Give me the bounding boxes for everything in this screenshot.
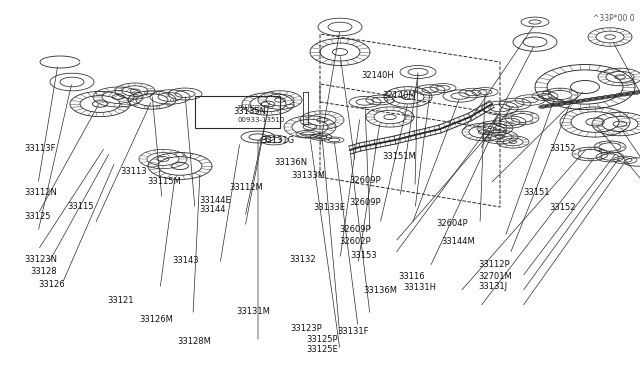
Text: 33113F: 33113F bbox=[24, 144, 56, 153]
Text: PLUGプラグ: PLUGプラグ bbox=[237, 105, 268, 111]
Text: 33112N: 33112N bbox=[24, 188, 57, 197]
Text: ^33P*00 0: ^33P*00 0 bbox=[593, 14, 635, 23]
Text: 33131H: 33131H bbox=[403, 283, 436, 292]
Text: 33153: 33153 bbox=[351, 251, 378, 260]
Text: 33132: 33132 bbox=[289, 255, 316, 264]
Text: 32140H: 32140H bbox=[362, 71, 394, 80]
Text: 32609P: 32609P bbox=[349, 176, 380, 185]
Text: 33125: 33125 bbox=[24, 212, 51, 221]
Text: 32701M: 32701M bbox=[479, 272, 513, 280]
Text: 33116: 33116 bbox=[398, 272, 425, 280]
Text: 33126: 33126 bbox=[38, 280, 65, 289]
Text: 33136N: 33136N bbox=[274, 158, 307, 167]
Text: 32609P: 32609P bbox=[349, 198, 380, 207]
Text: 33133E: 33133E bbox=[314, 203, 346, 212]
Text: 33135N: 33135N bbox=[234, 107, 267, 116]
Text: 33128: 33128 bbox=[31, 267, 58, 276]
Text: 33125P: 33125P bbox=[306, 335, 337, 344]
Text: 33143: 33143 bbox=[172, 256, 199, 265]
Text: 33112P: 33112P bbox=[479, 260, 510, 269]
Text: 33133M: 33133M bbox=[291, 171, 325, 180]
Text: 33126M: 33126M bbox=[140, 315, 173, 324]
Text: 33144M: 33144M bbox=[442, 237, 476, 246]
Text: 32140M: 32140M bbox=[383, 92, 417, 100]
Text: 33144E: 33144E bbox=[200, 196, 232, 205]
Bar bbox=[195, 96, 280, 128]
Text: 32609P: 32609P bbox=[339, 225, 371, 234]
Text: 33136M: 33136M bbox=[364, 286, 397, 295]
Text: 33131G: 33131G bbox=[261, 136, 294, 145]
Text: 33112M: 33112M bbox=[229, 183, 263, 192]
Text: 00933-13510: 00933-13510 bbox=[237, 117, 284, 123]
Text: 32602P: 32602P bbox=[339, 237, 371, 246]
Text: 33123N: 33123N bbox=[24, 255, 58, 264]
Text: 33131M: 33131M bbox=[236, 307, 269, 316]
Text: 33131J: 33131J bbox=[479, 282, 508, 291]
Text: 33152: 33152 bbox=[549, 144, 575, 153]
Text: 33125E: 33125E bbox=[306, 345, 338, 354]
Text: 33131F: 33131F bbox=[337, 327, 369, 336]
Text: 33128M: 33128M bbox=[177, 337, 211, 346]
Text: 32604P: 32604P bbox=[436, 219, 468, 228]
Text: 33115: 33115 bbox=[67, 202, 93, 211]
Text: 33151: 33151 bbox=[524, 188, 550, 197]
Text: 33152: 33152 bbox=[549, 203, 575, 212]
Text: 33115M: 33115M bbox=[147, 177, 181, 186]
Text: 33144: 33144 bbox=[200, 205, 226, 214]
Text: 33121: 33121 bbox=[108, 296, 134, 305]
Text: 33113: 33113 bbox=[120, 167, 147, 176]
Text: 33151M: 33151M bbox=[383, 152, 417, 161]
Text: 33123P: 33123P bbox=[290, 324, 322, 333]
